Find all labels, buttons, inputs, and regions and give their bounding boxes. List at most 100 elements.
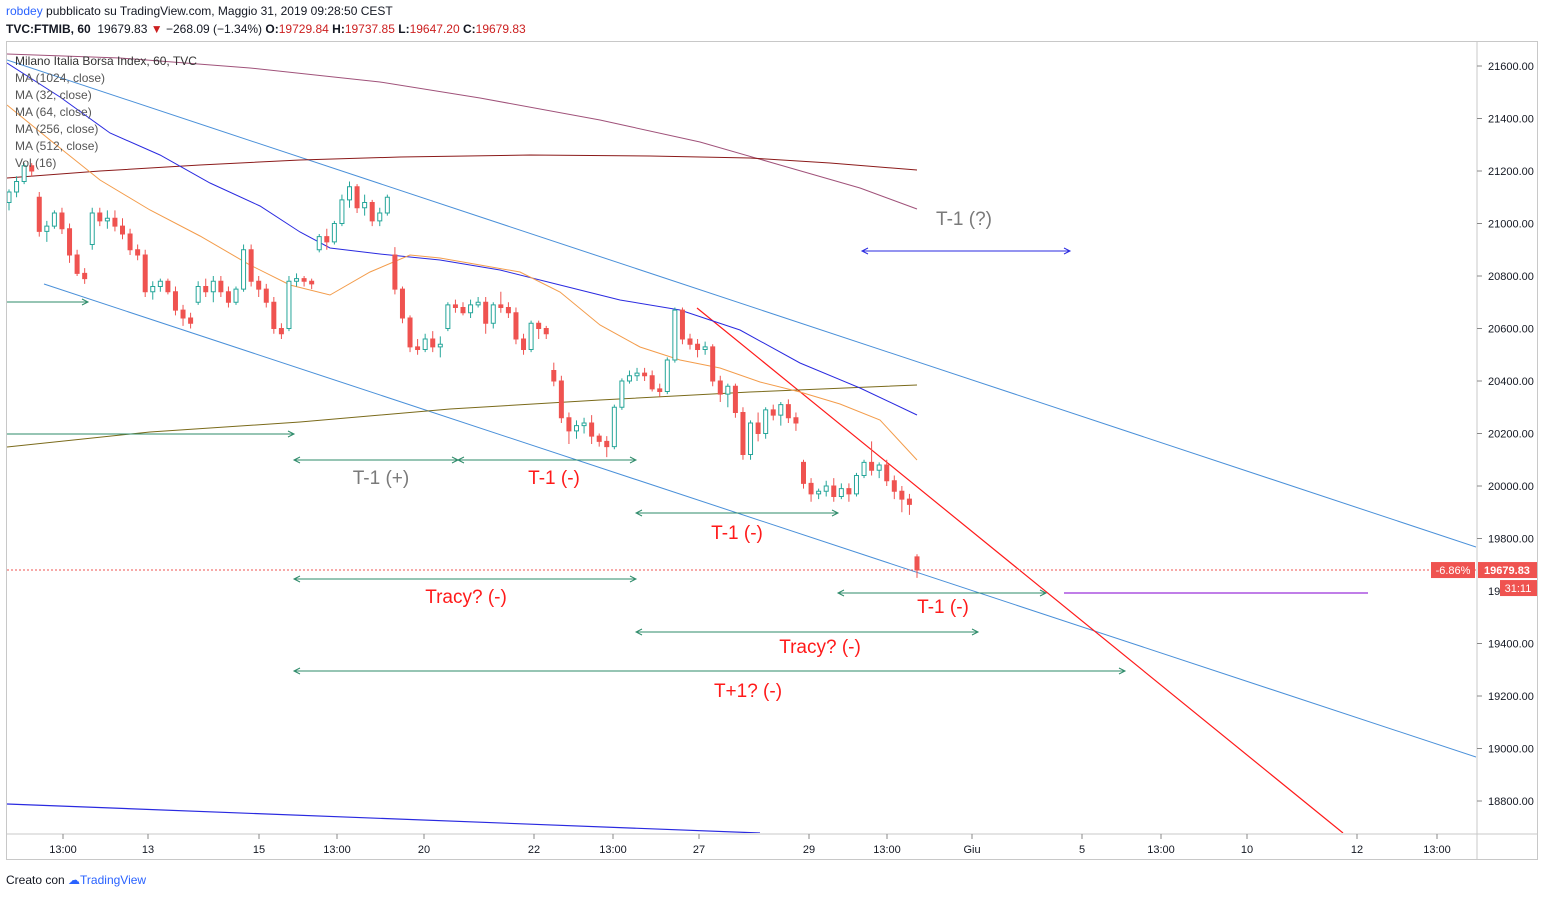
time-tick-label: 15: [253, 844, 265, 856]
candle-body: [142, 254, 148, 293]
candle-body: [695, 343, 701, 350]
candle-body: [574, 425, 579, 432]
author-link[interactable]: robdey: [6, 4, 43, 18]
candle-body: [21, 165, 27, 182]
candle-body: [869, 461, 875, 471]
candle-body: [853, 475, 859, 495]
candle-body: [778, 404, 784, 416]
legend-title: Milano Italia Borsa Index, 60, TVC: [15, 54, 197, 68]
candle-body: [649, 375, 655, 390]
candle-body: [460, 307, 466, 314]
legend-ma32[interactable]: MA (32, close): [15, 88, 92, 102]
time-tick-label: 27: [693, 844, 705, 856]
candle-body: [710, 346, 716, 382]
candle-body: [165, 280, 171, 293]
countdown-tag-label: 31:11: [1505, 583, 1532, 595]
tradingview-link[interactable]: TradingView: [80, 873, 147, 887]
candle-body: [763, 409, 769, 434]
symbol-label: TVC:FTMIB, 60: [6, 22, 91, 36]
time-tick-label: 12: [1351, 844, 1363, 856]
legend-ma512[interactable]: MA (512, close): [15, 139, 99, 153]
quote-bar: TVC:FTMIB, 60 19679.83 ▼ −268.09 (−1.34%…: [6, 22, 526, 36]
chart-frame: [6, 41, 1538, 860]
candle-body: [521, 338, 527, 350]
candle-body: [316, 236, 322, 251]
range-arrow-head: [971, 628, 980, 636]
range-arrow-head: [1039, 589, 1048, 597]
range-arrow-blue-tail: [860, 247, 869, 255]
candle-body: [498, 304, 504, 308]
candle-body: [740, 412, 746, 455]
open-value: 19729.84: [278, 22, 329, 36]
time-tick-label: 5: [1079, 844, 1085, 856]
candle-body: [702, 346, 708, 350]
countdown-tag: [1500, 580, 1537, 597]
candle-body: [188, 317, 194, 324]
last-price-tag-label: 19679.83: [1484, 565, 1530, 577]
candle-body: [604, 440, 610, 448]
candle-body: [29, 165, 35, 172]
last-price-tag: [1478, 562, 1537, 579]
change-tag: [1431, 562, 1475, 579]
range-arrows: [7, 247, 1127, 675]
candle-body: [687, 338, 693, 345]
candle-body: [566, 417, 572, 432]
time-tick-label: 13:00: [323, 844, 351, 856]
candle-body: [748, 422, 754, 455]
candle-body: [384, 196, 390, 214]
ma64-line: [7, 62, 918, 416]
range-arrow-head: [629, 575, 638, 583]
legend-ma256[interactable]: MA (256, close): [15, 122, 99, 136]
time-tick-label: 10: [1241, 844, 1253, 856]
candle-body: [551, 370, 557, 382]
candle-body: [785, 404, 791, 419]
range-arrow-head: [1118, 667, 1127, 675]
legend-ma1024[interactable]: MA (1024, close): [15, 71, 106, 85]
candle-body: [732, 385, 738, 413]
candle-body: [82, 272, 88, 280]
candle-body: [74, 254, 80, 274]
legend-volume[interactable]: Vol (16): [15, 156, 57, 170]
candle-body: [180, 309, 186, 319]
time-tick-label: 29: [803, 844, 815, 856]
ma512-line: [7, 154, 918, 179]
time-tick-label: 22: [528, 844, 540, 856]
time-tick-label: 13: [142, 844, 154, 856]
price-tick-label: 20600.00: [1488, 324, 1534, 336]
tradingview-logo-icon: ☁: [68, 873, 81, 887]
candle-body: [271, 301, 277, 329]
candle-body: [157, 280, 163, 287]
price-tick-label: 19800.00: [1488, 534, 1534, 546]
range-arrow-tail: [836, 589, 845, 597]
candle-body: [301, 278, 307, 282]
annotation-labels: T-1 (?) T-1 (+) T-1 (-) T-1 (-) Tracy? (-) T-…: [353, 209, 992, 702]
candle-body: [838, 488, 844, 497]
candle-body: [861, 461, 867, 476]
candle-body: [7, 191, 12, 203]
candle-body: [725, 385, 731, 395]
price-axis: 21600.00 21400.00 21200.00 21000.00 20800.00…: [1477, 61, 1534, 808]
candle-body: [407, 317, 413, 348]
range-arrow-head: [287, 430, 296, 438]
price-tick-label: 18800.00: [1488, 796, 1534, 808]
candle-body: [536, 322, 542, 329]
candle-body: [51, 212, 57, 227]
legend-ma64[interactable]: MA (64, close): [15, 105, 92, 119]
candle-body: [14, 181, 20, 193]
candle-body: [876, 464, 882, 471]
candle-body: [362, 202, 368, 209]
candle-body: [513, 312, 519, 340]
candle-body: [823, 485, 829, 492]
candle-body: [490, 304, 496, 324]
annotation-label: T-1 (-): [711, 523, 763, 544]
candle-body: [44, 225, 50, 232]
candle-body: [354, 186, 360, 209]
annotation-label: T-1 (-): [917, 597, 969, 618]
annotation-label: T-1 (+): [353, 468, 409, 489]
open-label: O:: [265, 22, 279, 36]
range-arrow-blue-head: [1063, 247, 1072, 255]
time-tick-label: 13:00: [49, 844, 77, 856]
plot-area: T-1 (?) T-1 (+) T-1 (-) T-1 (-) Tracy? (-) T-…: [7, 53, 1476, 833]
